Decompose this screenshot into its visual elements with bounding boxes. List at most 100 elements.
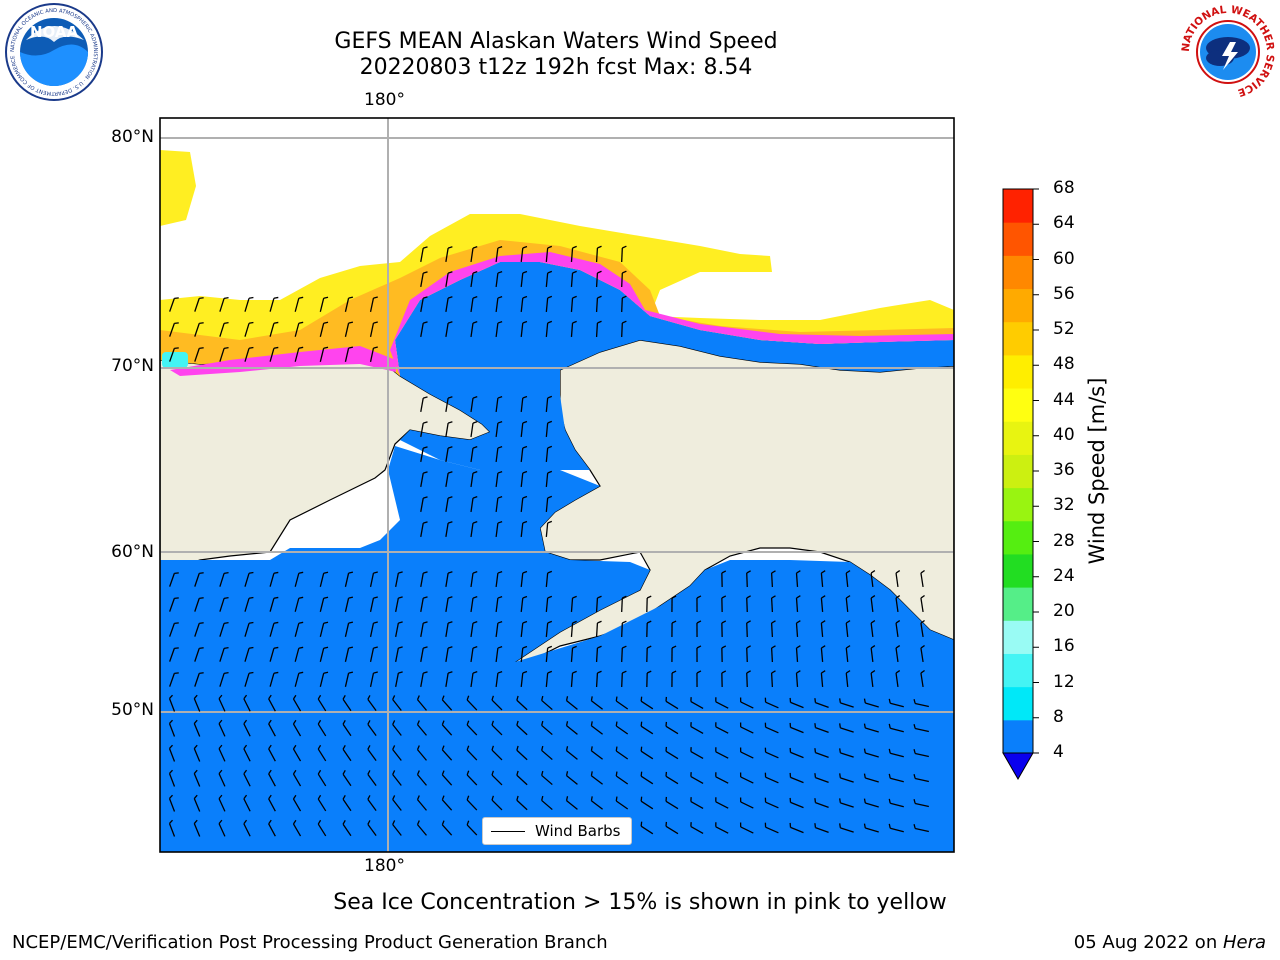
wind-barb <box>696 645 702 663</box>
wind-barb <box>420 271 428 288</box>
noaa-logo-text: NOAA <box>30 23 79 41</box>
wind-barb <box>294 321 304 337</box>
wind-barb <box>294 296 304 312</box>
wind-barb <box>913 823 929 833</box>
wind-barb <box>193 819 201 837</box>
wind-barb <box>764 772 779 784</box>
lat-label-70: 70°N <box>111 356 154 376</box>
wind-barb <box>640 771 654 785</box>
wind-barb <box>746 595 751 613</box>
wind-barb <box>445 446 453 463</box>
wind-barb <box>218 744 226 762</box>
wind-barb <box>715 747 729 759</box>
wind-barb <box>441 770 453 786</box>
wind-barb <box>168 819 176 837</box>
wind-barb <box>715 822 729 834</box>
wind-barb <box>516 770 528 786</box>
wind-barb <box>342 694 352 712</box>
wind-barb <box>441 720 453 736</box>
wind-barb <box>420 671 428 688</box>
wind-barb <box>470 646 478 663</box>
wind-barb <box>746 645 751 663</box>
colorbar-tick-label: 64 <box>1053 213 1075 234</box>
wind-barb <box>243 819 251 837</box>
wind-barb <box>895 595 901 613</box>
wind-barb <box>696 595 702 613</box>
wind-barb <box>565 721 578 735</box>
wind-barb <box>696 670 702 688</box>
wind-barb <box>495 270 503 288</box>
colorbar-tick-label: 24 <box>1053 565 1075 586</box>
wind-barb <box>595 670 602 688</box>
wind-barb <box>344 571 354 587</box>
wind-barb <box>545 495 553 513</box>
sea-ice-yellow <box>160 214 954 376</box>
wind-barb <box>445 396 453 413</box>
wind-barb <box>445 521 453 538</box>
wind-barb <box>169 647 179 662</box>
wind-barb <box>416 745 427 761</box>
wind-barb <box>268 744 276 762</box>
wind-barb <box>319 646 329 662</box>
wind-barb <box>168 694 176 712</box>
wind-barb <box>268 769 276 787</box>
wind-barb <box>920 619 925 638</box>
wind-barb <box>770 595 776 613</box>
wind-barb <box>764 697 779 709</box>
wind-barb <box>169 572 179 587</box>
wind-barb <box>292 794 302 812</box>
wind-barb <box>863 748 879 758</box>
wind-barb <box>671 645 677 663</box>
wind-barb <box>193 694 201 712</box>
footer-right: 05 Aug 2022 on Hera <box>1074 932 1266 953</box>
wind-barb <box>294 571 304 587</box>
wind-barb <box>746 570 751 588</box>
wind-barb <box>344 296 354 312</box>
colorbar-segment <box>1003 388 1033 422</box>
wind-barb <box>895 645 901 663</box>
wind-barb <box>621 670 627 688</box>
plot-title-line2: 20220803 t12z 192h fcst Max: 8.54 <box>359 55 753 80</box>
wind-barb <box>795 570 801 588</box>
wind-barb <box>696 620 702 638</box>
ocean-arctic <box>395 262 954 470</box>
land-north <box>160 357 492 581</box>
wind-barb <box>243 694 251 712</box>
colorbar-frame <box>1002 188 1034 754</box>
wind-barb <box>621 595 627 613</box>
wind-barb <box>268 694 276 712</box>
wind-barb <box>470 496 478 513</box>
wind-barb <box>541 695 553 711</box>
wind-barb <box>269 296 279 312</box>
wind-barb <box>416 820 427 836</box>
wind-barb <box>470 621 478 638</box>
wind-barb <box>168 719 176 737</box>
wind-barb <box>416 770 427 786</box>
wind-barb <box>168 769 176 787</box>
wind-barb <box>269 571 279 587</box>
wind-barb <box>895 620 901 638</box>
wind-barb <box>545 245 553 263</box>
wind-barb <box>920 594 925 613</box>
wind-barb <box>319 571 329 587</box>
wind-barb <box>342 769 352 787</box>
wind-barb <box>420 621 428 638</box>
sea-ice-islands <box>160 150 196 226</box>
wind-barb <box>392 720 402 736</box>
wind-barb <box>671 620 677 638</box>
wind-barb <box>839 823 854 833</box>
wind-barb <box>317 769 327 787</box>
wind-barb <box>545 445 553 463</box>
colorbar-tick-label: 32 <box>1053 495 1075 516</box>
wind-barb <box>294 671 304 687</box>
wind-barbs <box>168 245 929 837</box>
wind-barb <box>470 571 478 588</box>
wind-barb <box>342 794 352 812</box>
wind-barb <box>194 672 204 687</box>
wind-barb <box>367 795 377 812</box>
wind-barb <box>392 745 402 761</box>
wind-barb <box>863 698 879 708</box>
wind-barb <box>845 670 851 688</box>
wind-barb <box>646 620 652 638</box>
wind-barb <box>420 396 428 413</box>
